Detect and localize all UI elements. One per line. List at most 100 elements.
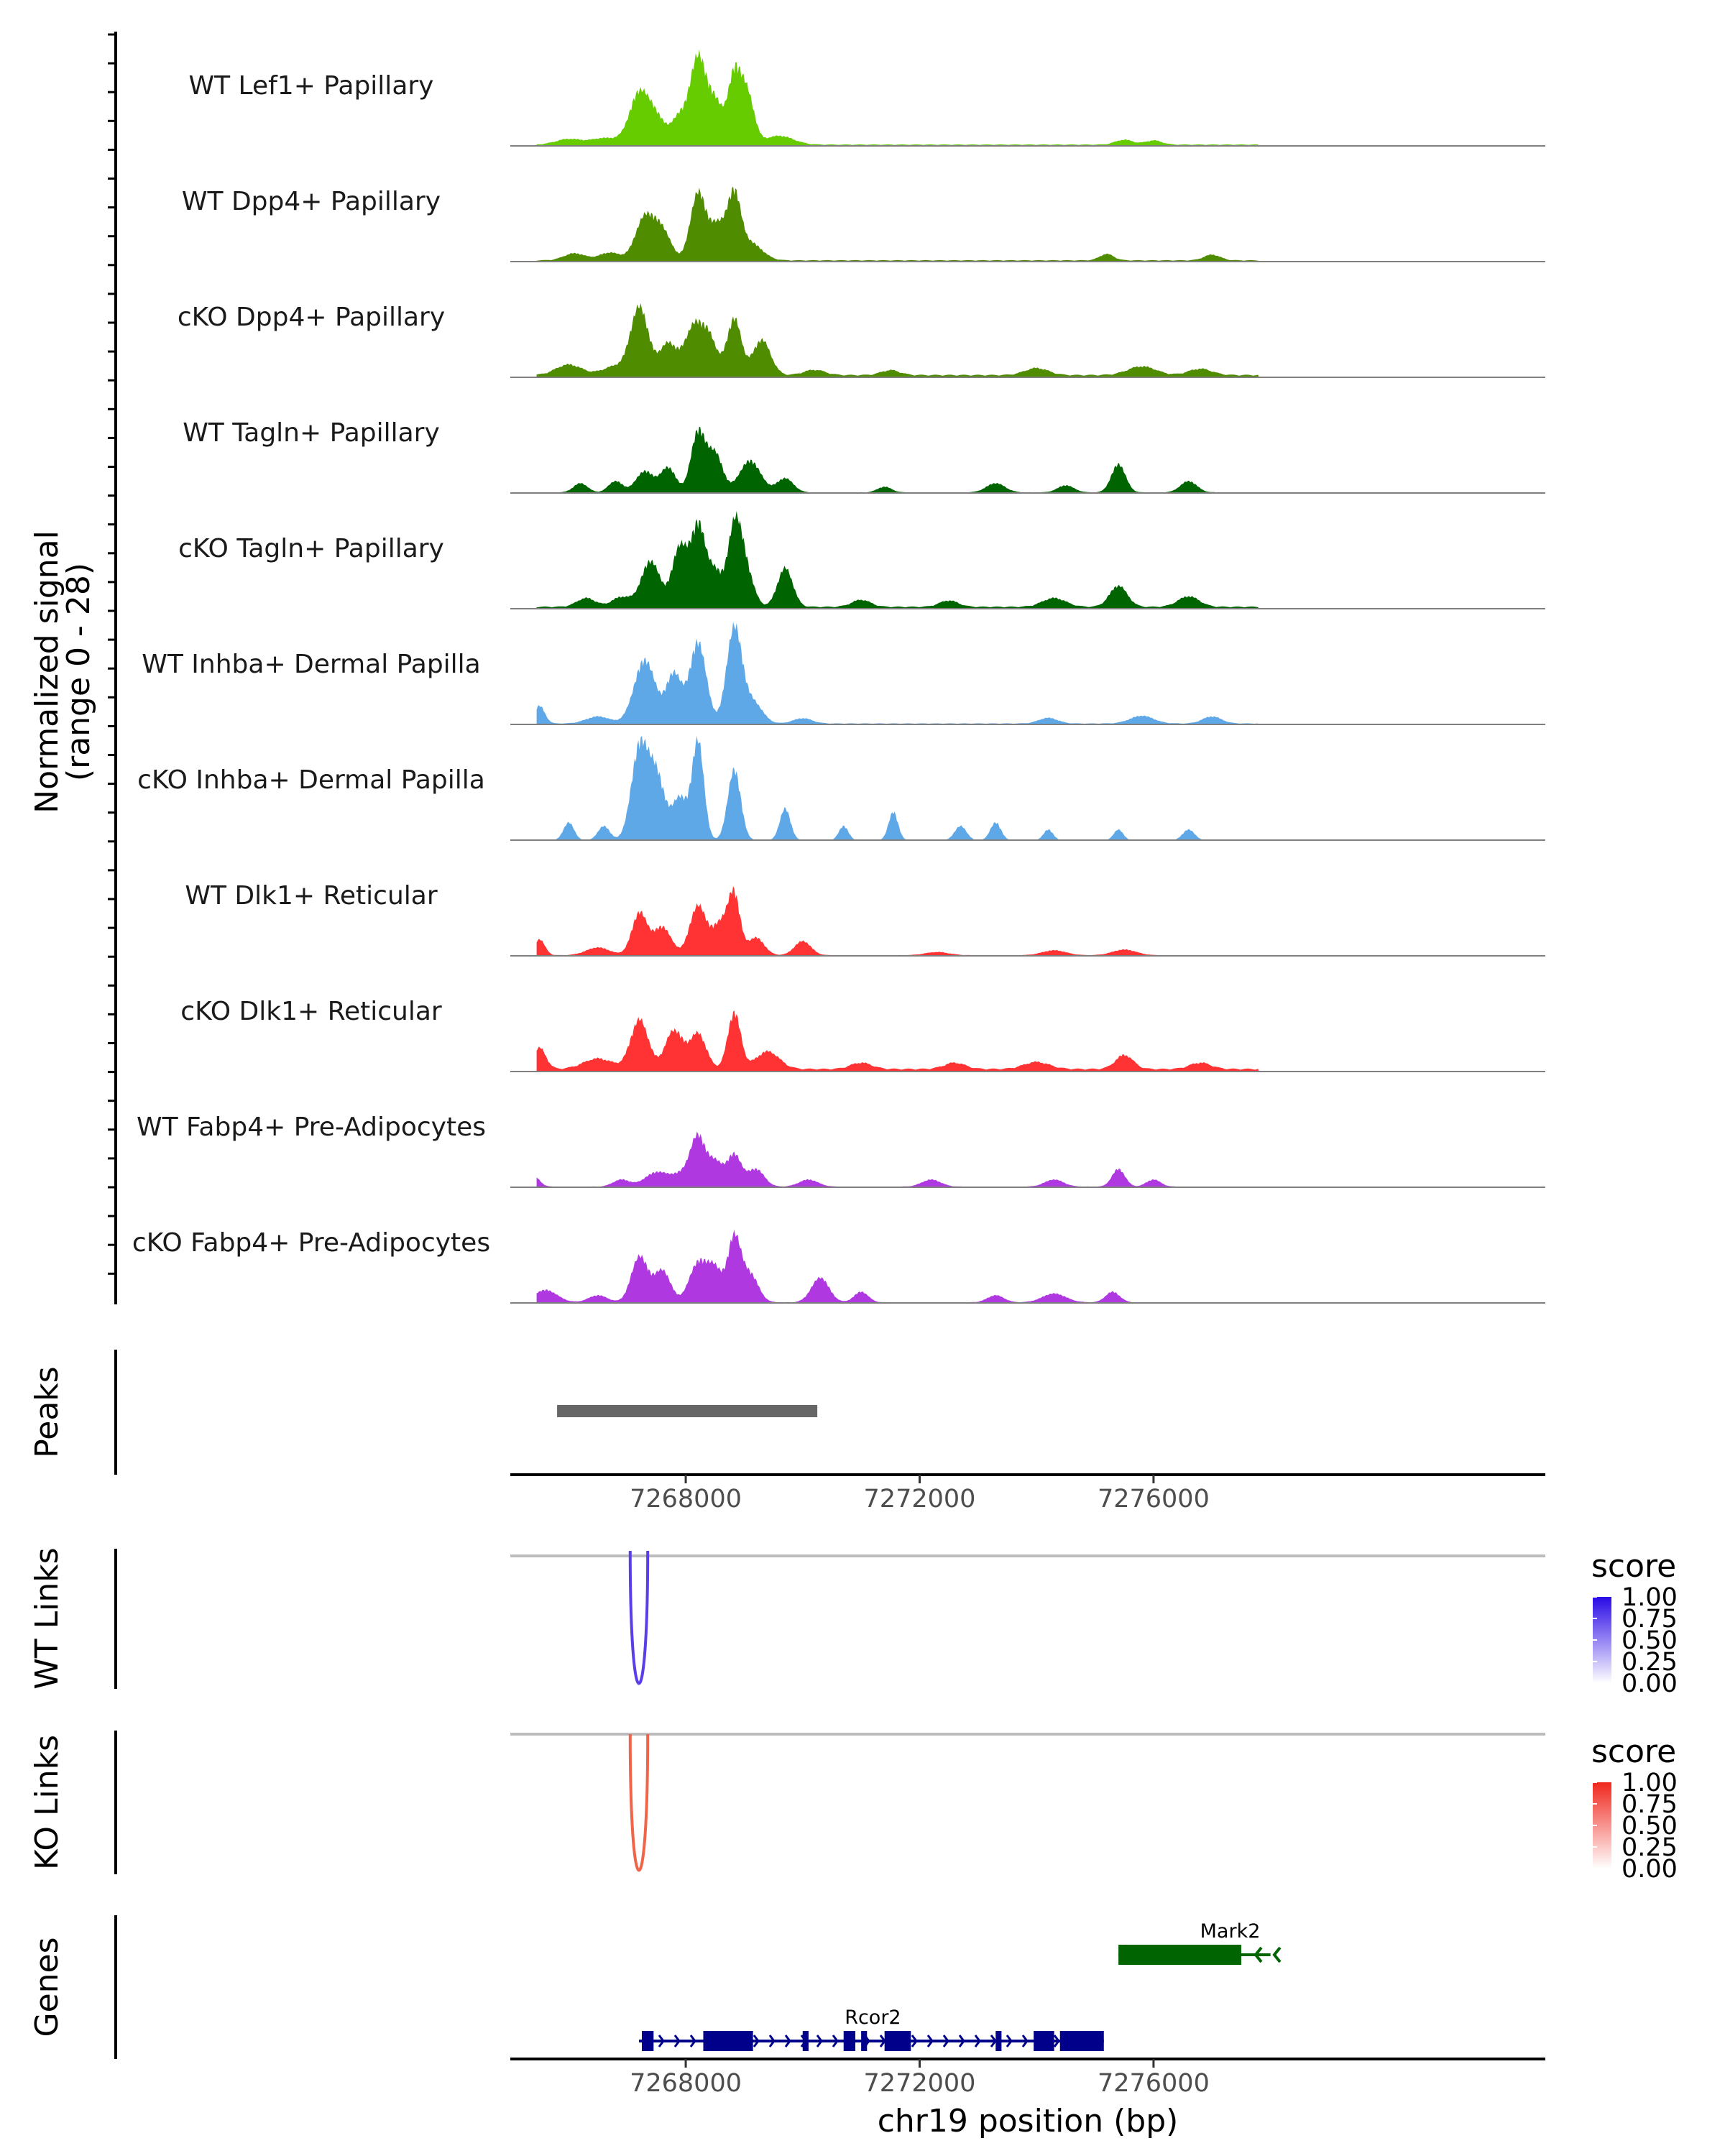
gene-exon xyxy=(861,2031,868,2051)
legend-tick-label: 1.00 xyxy=(1622,1769,1678,1797)
strand-arrow xyxy=(1053,2035,1060,2047)
gene-models: Mark2 Rcor2 xyxy=(638,1920,1282,2051)
ko-links-track-label: KO Links xyxy=(29,1735,65,1870)
strand-arrow xyxy=(784,2035,791,2047)
strand-arrow xyxy=(1006,2035,1013,2047)
wt-link-arc xyxy=(628,1550,650,1685)
strand-arrow xyxy=(958,2035,965,2047)
coverage-area xyxy=(536,1230,1259,1303)
coverage-ylabel-line2: (range 0 - 28) xyxy=(60,563,97,781)
gene-exon xyxy=(1059,2031,1104,2051)
coverage-area xyxy=(536,886,1259,956)
gene-exon xyxy=(642,2031,654,2051)
genes-x-ticks: 7268000 7272000 7276000 xyxy=(630,2059,1210,2098)
coverage-track-label: WT Fabp4+ Pre-Adipocytes xyxy=(137,1112,486,1142)
x-tick-label: 7268000 xyxy=(630,1485,742,1514)
legend-tick-label: 1.00 xyxy=(1622,1583,1678,1612)
peak-region-bar xyxy=(557,1405,818,1417)
legend-tick-label: 0.25 xyxy=(1622,1833,1678,1862)
gene-label: Mark2 xyxy=(1200,1920,1261,1943)
x-tick-label: 7272000 xyxy=(864,2069,976,2098)
strand-arrow xyxy=(753,2035,760,2047)
coverage-area xyxy=(536,303,1259,377)
coverage-track-label: WT Tagln+ Papillary xyxy=(183,418,440,448)
coverage-track: WT Inhba+ Dermal Papilla xyxy=(142,622,1545,725)
coverage-track: cKO Tagln+ Papillary xyxy=(178,510,1545,609)
coverage-track-label: cKO Dlk1+ Reticular xyxy=(180,997,442,1026)
strand-arrow xyxy=(942,2035,949,2047)
strand-arrow xyxy=(832,2035,839,2047)
wt-legend-title: score xyxy=(1591,1548,1676,1585)
x-axis-label: chr19 position (bp) xyxy=(878,2103,1179,2139)
strand-arrow xyxy=(990,2035,997,2047)
strand-arrow xyxy=(1254,1946,1263,1963)
coverage-track-label: cKO Fabp4+ Pre-Adipocytes xyxy=(132,1228,490,1258)
strand-arrow xyxy=(911,2035,918,2047)
x-tick-label: 7276000 xyxy=(1098,1485,1210,1514)
coverage-track: cKO Dlk1+ Reticular xyxy=(180,997,1545,1072)
gene-exon xyxy=(995,2031,1002,2051)
gene-exon xyxy=(843,2031,855,2051)
strand-arrow xyxy=(1272,1946,1282,1963)
gene-exon xyxy=(802,2031,809,2051)
legend-tick-label: 0.75 xyxy=(1622,1605,1678,1634)
ko-score-legend: 1.000.750.500.250.00 xyxy=(1593,1769,1678,1884)
coverage-tracks: WT Lef1+ Papillary WT Dpp4+ Papillary cKO … xyxy=(132,49,1545,1304)
gene-exon xyxy=(884,2031,911,2051)
coverage-track: WT Fabp4+ Pre-Adipocytes xyxy=(137,1112,1545,1188)
coverage-area xyxy=(536,622,1259,724)
legend-tick-label: 0.75 xyxy=(1622,1790,1678,1819)
coverage-track: cKO Inhba+ Dermal Papilla xyxy=(137,736,1545,841)
gene-exon xyxy=(1034,2031,1054,2051)
coverage-track-label: WT Lef1+ Papillary xyxy=(189,71,434,101)
coverage-track-label: WT Dlk1+ Reticular xyxy=(185,881,437,911)
coverage-area xyxy=(536,49,1259,147)
legend-tick-label: 0.00 xyxy=(1622,1855,1678,1884)
strand-arrow xyxy=(1021,2035,1029,2047)
genes-track-label: Genes xyxy=(29,1937,65,2037)
strand-arrow xyxy=(689,2035,696,2047)
legend-tick-label: 0.50 xyxy=(1622,1626,1678,1655)
x-tick-label: 7272000 xyxy=(864,1485,976,1514)
coverage-track-label: cKO Dpp4+ Papillary xyxy=(178,303,445,332)
wt-score-legend: 1.000.750.500.250.00 xyxy=(1593,1583,1678,1698)
peaks-track-label: Peaks xyxy=(29,1366,65,1457)
coverage-track: WT Dlk1+ Reticular xyxy=(185,881,1545,957)
x-tick-label: 7276000 xyxy=(1098,2069,1210,2098)
x-tick-label: 7268000 xyxy=(630,2069,742,2098)
coverage-track-label: WT Dpp4+ Papillary xyxy=(182,187,441,216)
coverage-track: WT Tagln+ Papillary xyxy=(183,418,1545,494)
gene-exon xyxy=(703,2031,753,2051)
strand-arrow xyxy=(974,2035,981,2047)
coverage-y-ticks xyxy=(108,33,116,1275)
gene-label: Rcor2 xyxy=(845,2007,901,2029)
ko-legend-title: score xyxy=(1591,1733,1676,1770)
coverage-area xyxy=(536,510,1259,609)
peak-regions xyxy=(557,1405,818,1417)
coverage-ylabel-line1: Normalized signal xyxy=(29,530,65,814)
coverage-area xyxy=(536,186,1259,262)
coverage-area xyxy=(536,1010,1259,1072)
strand-arrow xyxy=(816,2035,823,2047)
ko-link-arc xyxy=(628,1733,650,1872)
peaks-x-ticks: 7268000 7272000 7276000 xyxy=(630,1475,1210,1514)
legend-tick-label: 0.50 xyxy=(1622,1812,1678,1841)
coverage-track: cKO Dpp4+ Papillary xyxy=(178,303,1545,378)
strand-arrow xyxy=(673,2035,681,2047)
legend-tick-label: 0.00 xyxy=(1622,1669,1678,1698)
gene-exon xyxy=(1118,1945,1241,1965)
coverage-area xyxy=(536,736,1259,840)
coverage-track: WT Lef1+ Papillary xyxy=(189,49,1545,147)
strand-arrow xyxy=(926,2035,934,2047)
strand-arrow xyxy=(768,2035,776,2047)
coverage-track-label: cKO Inhba+ Dermal Papilla xyxy=(137,765,485,795)
coverage-area xyxy=(536,1131,1259,1187)
coverage-track: WT Dpp4+ Papillary xyxy=(182,186,1545,262)
legend-tick-label: 0.25 xyxy=(1622,1648,1678,1677)
coverage-track: cKO Fabp4+ Pre-Adipocytes xyxy=(132,1228,1545,1304)
coverage-track-label: WT Inhba+ Dermal Papilla xyxy=(142,650,480,679)
gene-mark2: Mark2 xyxy=(1118,1920,1282,1965)
gene-rcor2: Rcor2 xyxy=(638,2007,1104,2051)
coverage-area xyxy=(536,426,1259,493)
